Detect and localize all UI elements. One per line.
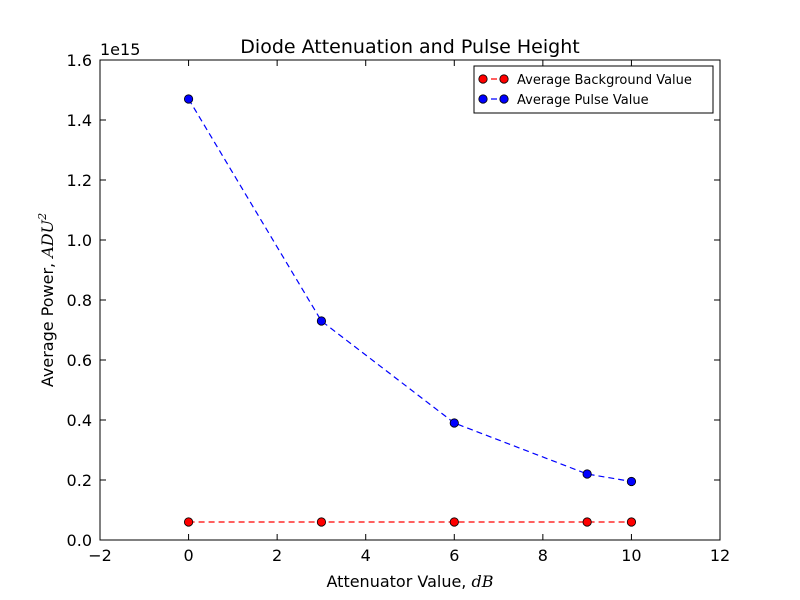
- x-tick-label: 12: [710, 546, 730, 565]
- y-axis-label: Average Power, ADU2: [36, 213, 57, 387]
- y-tick-label: 0.8: [67, 291, 92, 310]
- data-point: [582, 469, 592, 479]
- y-tick-label: 0.6: [67, 351, 92, 370]
- legend-entry: Average Background Value: [478, 73, 692, 88]
- legend-marker: [499, 94, 509, 104]
- y-tick-label: 0.4: [67, 411, 92, 430]
- data-point: [316, 316, 327, 326]
- legend-entry: Average Pulse Value: [478, 93, 649, 108]
- y-tick-label: 0.2: [67, 471, 92, 490]
- y-tick-label: 1.0: [67, 231, 92, 250]
- legend-box: [473, 65, 714, 114]
- legend-marker: [499, 74, 509, 84]
- legend-label: Average Background Value: [517, 73, 692, 88]
- series-line: [188, 98, 632, 483]
- data-point: [449, 517, 459, 527]
- data-point: [626, 476, 637, 487]
- ticks: −2 0 2 4 6 8 10 12 0.0 0.2 0.4 0.6 0.8 1.0 1.2 1.4 1.6: [67, 51, 731, 565]
- data-point: [449, 418, 459, 428]
- data-point: [626, 517, 637, 527]
- series-pulse: [183, 94, 637, 487]
- y-axis-label-exponent: 2: [36, 213, 49, 221]
- x-tick-label: −2: [88, 546, 112, 565]
- y-tick-label: 1.2: [67, 171, 92, 190]
- data-point: [183, 94, 194, 104]
- y-tick-label: 1.6: [67, 51, 92, 70]
- x-tick-label: 10: [621, 546, 641, 565]
- legend-marker: [478, 94, 488, 104]
- x-axis-label: Attenuator Value, dB: [327, 572, 494, 591]
- x-tick-label: 0: [183, 546, 193, 565]
- x-tick-label: 2: [272, 546, 282, 565]
- x-tick-label: 6: [449, 546, 459, 565]
- series-background: [183, 517, 637, 527]
- legend: Average Background Value Average Pulse Va…: [473, 65, 714, 114]
- data-point: [183, 517, 194, 527]
- x-axis-label-text: Attenuator Value,: [327, 572, 472, 591]
- data-point: [316, 517, 327, 527]
- data-point: [582, 517, 592, 527]
- y-axis-label-text: Average Power,: [38, 258, 57, 387]
- y-axis-label-unit: ADU: [38, 219, 57, 259]
- y-tick-label: 1.4: [67, 111, 92, 130]
- x-axis-label-unit: dB: [471, 572, 493, 591]
- legend-marker: [478, 74, 488, 84]
- plot-area: [99, 59, 721, 541]
- y-offset-label: 1e15: [100, 40, 140, 59]
- series: [183, 94, 637, 527]
- x-tick-label: 8: [538, 546, 548, 565]
- legend-label: Average Pulse Value: [517, 93, 649, 108]
- plot-frame: [99, 59, 721, 541]
- y-tick-label: 0.0: [67, 531, 92, 550]
- chart-title: Diode Attenuation and Pulse Height: [240, 36, 579, 58]
- x-tick-label: 4: [361, 546, 371, 565]
